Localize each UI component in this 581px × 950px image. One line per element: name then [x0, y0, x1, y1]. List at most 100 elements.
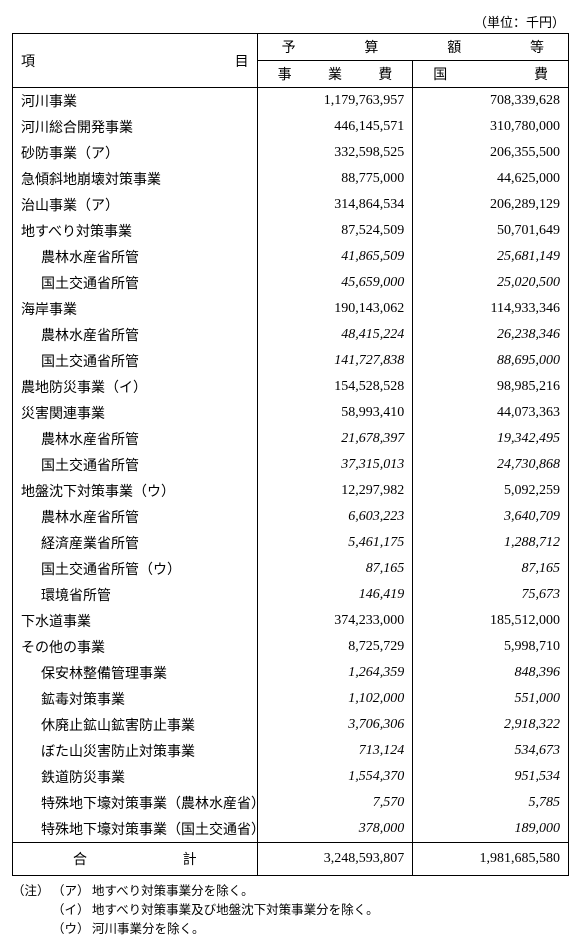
table-row: 災害関連事業58,993,41044,073,363 [13, 400, 569, 426]
budget-table: 項目 予算額等 事業費 国費 河川事業1,179,763,957708,339,… [12, 33, 569, 876]
row-cost: 1,264,359 [257, 660, 413, 686]
row-cost: 1,102,000 [257, 686, 413, 712]
row-nation: 5,998,710 [413, 634, 569, 660]
table-row: 保安林整備管理事業1,264,359848,396 [13, 660, 569, 686]
row-nation: 75,673 [413, 582, 569, 608]
note-lead: （注） [12, 882, 52, 901]
total-cost: 3,248,593,807 [257, 843, 413, 876]
table-row: ぼた山災害防止対策事業713,124534,673 [13, 738, 569, 764]
row-cost: 1,179,763,957 [257, 88, 413, 115]
table-row: 農地防災事業（イ）154,528,52898,985,216 [13, 374, 569, 400]
row-nation: 88,695,000 [413, 348, 569, 374]
row-cost: 41,865,509 [257, 244, 413, 270]
row-label: 特殊地下壕対策事業（農林水産省） [13, 790, 258, 816]
note-text: 地すべり対策事業及び地盤沈下対策事業分を除く。 [92, 901, 379, 920]
table-row: 休廃止鉱山鉱害防止事業3,706,3062,918,322 [13, 712, 569, 738]
total-row: 合計 3,248,593,807 1,981,685,580 [13, 843, 569, 876]
row-nation: 3,640,709 [413, 504, 569, 530]
row-label: 海岸事業 [13, 296, 258, 322]
row-nation: 551,000 [413, 686, 569, 712]
table-row: 下水道事業374,233,000185,512,000 [13, 608, 569, 634]
row-cost: 12,297,982 [257, 478, 413, 504]
row-nation: 2,918,322 [413, 712, 569, 738]
table-row: 国土交通省所管45,659,00025,020,500 [13, 270, 569, 296]
table-row: 河川事業1,179,763,957708,339,628 [13, 88, 569, 115]
row-label: 地盤沈下対策事業（ウ） [13, 478, 258, 504]
table-row: 農林水産省所管41,865,50925,681,149 [13, 244, 569, 270]
table-row: 特殊地下壕対策事業（農林水産省）7,5705,785 [13, 790, 569, 816]
table-row: 地盤沈下対策事業（ウ）12,297,9825,092,259 [13, 478, 569, 504]
note-text: 地すべり対策事業分を除く。 [92, 882, 254, 901]
table-body: 河川事業1,179,763,957708,339,628河川総合開発事業446,… [13, 88, 569, 843]
row-nation: 50,701,649 [413, 218, 569, 244]
row-nation: 5,785 [413, 790, 569, 816]
row-cost: 5,461,175 [257, 530, 413, 556]
row-cost: 37,315,013 [257, 452, 413, 478]
row-cost: 332,598,525 [257, 140, 413, 166]
row-label: 鉄道防災事業 [13, 764, 258, 790]
row-label: 河川事業 [13, 88, 258, 115]
table-row: 特殊地下壕対策事業（国土交通省）378,000189,000 [13, 816, 569, 843]
th-item: 項目 [13, 34, 258, 88]
note-text: 河川事業分を除く。 [92, 920, 205, 939]
row-nation: 206,355,500 [413, 140, 569, 166]
row-label: その他の事業 [13, 634, 258, 660]
row-label: 農地防災事業（イ） [13, 374, 258, 400]
unit-label: （単位：千円） [12, 12, 569, 31]
row-nation: 189,000 [413, 816, 569, 843]
row-label: 治山事業（ア） [13, 192, 258, 218]
note-line: （注）（ア）地すべり対策事業分を除く。 [12, 882, 569, 901]
row-label: 河川総合開発事業 [13, 114, 258, 140]
row-nation: 19,342,495 [413, 426, 569, 452]
row-nation: 206,289,129 [413, 192, 569, 218]
row-label: 農林水産省所管 [13, 322, 258, 348]
th-nation: 国費 [413, 61, 569, 88]
total-nation: 1,981,685,580 [413, 843, 569, 876]
note-lead [12, 901, 52, 920]
row-nation: 25,020,500 [413, 270, 569, 296]
note-key: （ア） [52, 882, 92, 901]
table-row: 河川総合開発事業446,145,571310,780,000 [13, 114, 569, 140]
row-nation: 44,073,363 [413, 400, 569, 426]
row-cost: 7,570 [257, 790, 413, 816]
table-row: 治山事業（ア）314,864,534206,289,129 [13, 192, 569, 218]
row-label: 特殊地下壕対策事業（国土交通省） [13, 816, 258, 843]
row-label: 鉱毒対策事業 [13, 686, 258, 712]
row-cost: 446,145,571 [257, 114, 413, 140]
row-label: ぼた山災害防止対策事業 [13, 738, 258, 764]
row-cost: 141,727,838 [257, 348, 413, 374]
table-row: 環境省所管146,41975,673 [13, 582, 569, 608]
table-row: その他の事業8,725,7295,998,710 [13, 634, 569, 660]
row-cost: 45,659,000 [257, 270, 413, 296]
table-row: 国土交通省所管141,727,83888,695,000 [13, 348, 569, 374]
note-line: （イ）地すべり対策事業及び地盤沈下対策事業分を除く。 [12, 901, 569, 920]
row-label: 休廃止鉱山鉱害防止事業 [13, 712, 258, 738]
row-label: 農林水産省所管 [13, 504, 258, 530]
th-budget: 予算額等 [257, 34, 568, 61]
row-label: 国土交通省所管 [13, 348, 258, 374]
row-label: 保安林整備管理事業 [13, 660, 258, 686]
row-cost: 48,415,224 [257, 322, 413, 348]
row-cost: 1,554,370 [257, 764, 413, 790]
row-cost: 6,603,223 [257, 504, 413, 530]
table-row: 鉱毒対策事業1,102,000551,000 [13, 686, 569, 712]
table-row: 国土交通省所管（ウ）87,16587,165 [13, 556, 569, 582]
note-lead [12, 920, 52, 939]
total-label: 合計 [13, 843, 258, 876]
row-nation: 114,933,346 [413, 296, 569, 322]
row-nation: 5,092,259 [413, 478, 569, 504]
row-nation: 708,339,628 [413, 88, 569, 115]
table-row: 国土交通省所管37,315,01324,730,868 [13, 452, 569, 478]
row-label: 農林水産省所管 [13, 244, 258, 270]
note-key: （イ） [52, 901, 92, 920]
row-cost: 87,524,509 [257, 218, 413, 244]
row-nation: 185,512,000 [413, 608, 569, 634]
row-nation: 310,780,000 [413, 114, 569, 140]
row-label: 砂防事業（ア） [13, 140, 258, 166]
row-cost: 3,706,306 [257, 712, 413, 738]
row-nation: 87,165 [413, 556, 569, 582]
row-nation: 534,673 [413, 738, 569, 764]
row-label: 農林水産省所管 [13, 426, 258, 452]
row-cost: 190,143,062 [257, 296, 413, 322]
row-nation: 26,238,346 [413, 322, 569, 348]
